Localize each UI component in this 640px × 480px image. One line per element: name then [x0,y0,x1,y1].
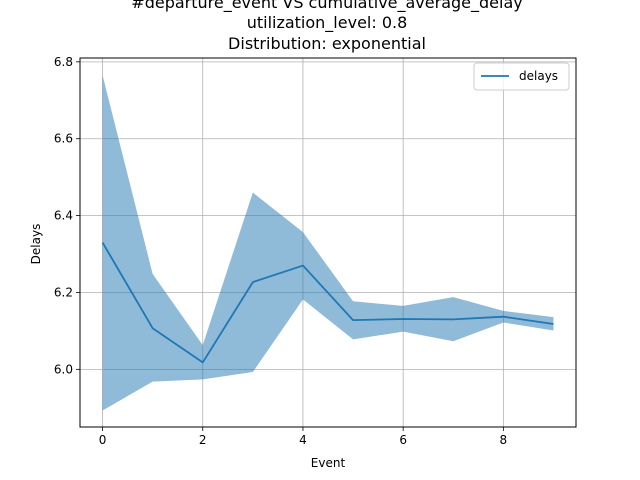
y-axis-label: Delays [29,224,43,265]
y-tick-label: 6.8 [54,55,73,69]
legend-label-delays: delays [519,69,558,83]
chart-title: #departure_event VS cumulative_average_d… [131,0,522,53]
y-tick-label: 6.6 [54,132,73,146]
title-line-1: #departure_event VS cumulative_average_d… [131,0,522,13]
plot-frame [79,57,577,428]
title-line-3: Distribution: exponential [228,34,426,53]
x-tick-label: 6 [399,433,407,447]
series-line-delays [101,242,554,364]
y-tick-label: 6.4 [54,209,73,223]
title-line-2: utilization_level: 0.8 [247,13,408,33]
y-tick-label: 6.2 [54,285,73,299]
legend-box [473,62,570,91]
x-tick-label: 8 [500,433,508,447]
x-tick-label: 2 [199,433,207,447]
confidence-band-layer [102,75,554,411]
x-axis-label: Event [311,456,346,470]
legend: delays [473,62,570,91]
x-axis-ticks: 0 2 4 6 8 [99,427,507,447]
confidence-band-delays [102,75,554,411]
series-line-layer [101,242,554,364]
y-axis-ticks: 6.0 6.2 6.4 6.6 6.8 [54,55,80,376]
x-tick-label: 0 [99,433,107,447]
x-tick-label: 4 [299,433,307,447]
y-tick-label: 6.0 [54,362,73,376]
